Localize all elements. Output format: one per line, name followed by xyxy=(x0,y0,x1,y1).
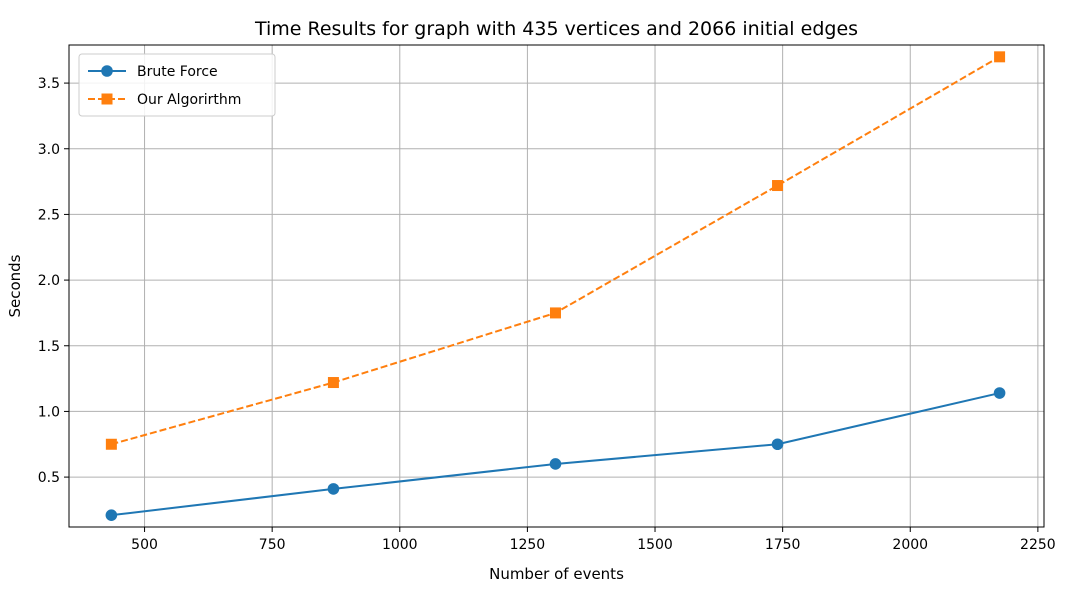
data-point xyxy=(772,180,784,192)
legend: Brute Force Our Algorirthm xyxy=(78,53,276,117)
x-tick-label: 1000 xyxy=(382,537,418,553)
x-tick-label: 1750 xyxy=(765,537,801,553)
x-tick-label: 1500 xyxy=(637,537,673,553)
data-point xyxy=(549,458,562,470)
legend-marker xyxy=(101,65,113,77)
y-tick-label: 2.0 xyxy=(38,273,60,289)
y-tick-label: 2.5 xyxy=(38,207,60,223)
data-point xyxy=(327,483,340,495)
x-tick-label: 500 xyxy=(131,537,158,553)
y-tick-label: 1.5 xyxy=(38,339,60,355)
plot-frame xyxy=(68,44,1045,528)
series-2 xyxy=(105,51,1006,450)
legend-label: Brute Force xyxy=(137,64,218,80)
data-point xyxy=(327,377,339,389)
series-layer xyxy=(105,51,1006,521)
x-axis-label: Number of events xyxy=(489,565,624,583)
data-point xyxy=(105,438,117,450)
y-tick-label: 0.5 xyxy=(38,470,60,486)
y-axis-label: Seconds xyxy=(6,254,24,317)
x-tick-label: 2250 xyxy=(1020,537,1056,553)
x-tick-label: 2000 xyxy=(892,537,928,553)
chart-title: Time Results for graph with 435 vertices… xyxy=(254,18,858,40)
legend-marker xyxy=(101,93,113,105)
data-point xyxy=(994,51,1006,63)
y-tick-label: 3.0 xyxy=(38,142,60,158)
legend-box xyxy=(78,53,276,117)
axis-ticks: 500 750 1000 1250 1500 1750 2000 2250 0.5 1.0 1.5 2… xyxy=(38,76,1056,553)
grid xyxy=(69,45,1044,527)
series-1 xyxy=(105,387,1006,521)
x-tick-label: 1250 xyxy=(510,537,546,553)
y-tick-label: 3.5 xyxy=(38,76,60,92)
x-tick-label: 750 xyxy=(259,537,286,553)
data-point xyxy=(105,509,118,521)
legend-item: Our Algorirthm xyxy=(88,92,241,108)
data-point xyxy=(549,307,561,319)
data-point xyxy=(771,438,784,451)
data-point xyxy=(993,387,1006,399)
legend-label: Our Algorirthm xyxy=(137,92,241,108)
legend-item: Brute Force xyxy=(88,64,218,80)
y-tick-label: 1.0 xyxy=(38,404,60,420)
